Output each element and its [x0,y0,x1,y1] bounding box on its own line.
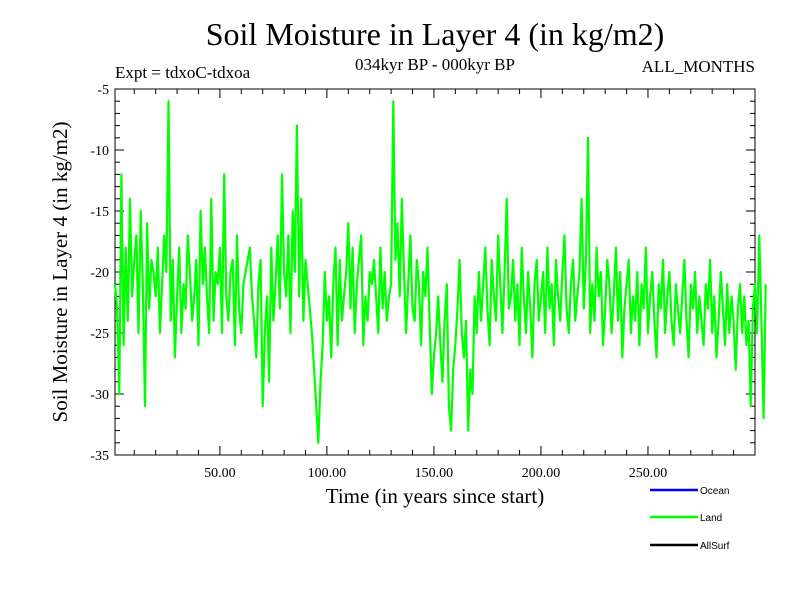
y-tick-label: -5 [97,83,109,98]
series-layer [113,100,767,444]
x-tick-label: 250.00 [629,466,668,481]
legend-label: Land [700,513,722,524]
x-tick-label: 100.00 [308,466,347,481]
legend-label: Ocean [700,486,729,497]
x-tick-label: 50.00 [204,466,236,481]
chart-title: Soil Moisture in Layer 4 (in kg/m2) [206,16,665,52]
y-tick-label: -20 [90,266,109,281]
y-tick-label: -25 [90,327,109,342]
y-axis: -35 -30 -25 -20 -15 -10 -5 [90,83,755,464]
y-tick-label: -30 [90,388,109,403]
chart-subtitle-center: 034kyr BP - 000kyr BP [355,55,515,74]
legend: Ocean Land AllSurf [650,486,730,552]
x-axis: 50.00 100.00 150.00 200.00 250.00 [133,89,735,481]
y-axis-label: Soil Moisture in Layer 4 (in kg/m2) [48,122,72,423]
chart-subtitle-right: ALL_MONTHS [642,57,755,76]
y-tick-label: -10 [90,144,109,159]
y-tick-label: -15 [90,205,109,220]
y-tick-label: -35 [90,449,109,464]
legend-label: AllSurf [700,541,730,552]
x-tick-label: 200.00 [522,466,561,481]
x-tick-label: 150.00 [415,466,454,481]
series-line-land [113,100,767,444]
chart-subtitle-left: Expt = tdxoC-tdxoa [115,63,251,82]
x-axis-label: Time (in years since start) [326,484,545,508]
